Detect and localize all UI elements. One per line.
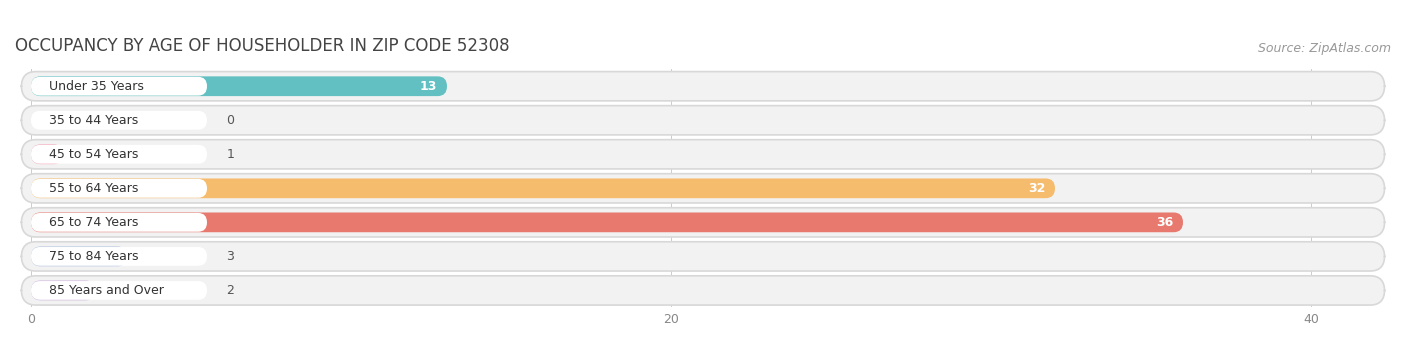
- FancyBboxPatch shape: [21, 242, 1385, 271]
- Text: 35 to 44 Years: 35 to 44 Years: [49, 114, 138, 127]
- Text: Under 35 Years: Under 35 Years: [49, 80, 143, 93]
- Text: Source: ZipAtlas.com: Source: ZipAtlas.com: [1258, 42, 1391, 55]
- FancyBboxPatch shape: [31, 247, 207, 266]
- FancyBboxPatch shape: [21, 174, 1385, 203]
- FancyBboxPatch shape: [31, 77, 207, 95]
- Text: 2: 2: [226, 284, 233, 297]
- FancyBboxPatch shape: [31, 145, 63, 164]
- FancyBboxPatch shape: [31, 247, 127, 266]
- Text: 65 to 74 Years: 65 to 74 Years: [49, 216, 138, 229]
- FancyBboxPatch shape: [31, 213, 207, 232]
- FancyBboxPatch shape: [31, 145, 207, 164]
- Text: 36: 36: [1156, 216, 1174, 229]
- FancyBboxPatch shape: [31, 281, 207, 300]
- FancyBboxPatch shape: [31, 281, 96, 300]
- Text: 0: 0: [226, 114, 235, 127]
- Text: 85 Years and Over: 85 Years and Over: [49, 284, 163, 297]
- FancyBboxPatch shape: [21, 276, 1385, 305]
- FancyBboxPatch shape: [21, 72, 1385, 101]
- Text: 32: 32: [1028, 182, 1046, 195]
- FancyBboxPatch shape: [21, 208, 1385, 237]
- Text: 45 to 54 Years: 45 to 54 Years: [49, 148, 138, 161]
- Text: 75 to 84 Years: 75 to 84 Years: [49, 250, 138, 263]
- FancyBboxPatch shape: [21, 106, 1385, 135]
- Text: 13: 13: [420, 80, 437, 93]
- FancyBboxPatch shape: [31, 179, 207, 198]
- FancyBboxPatch shape: [31, 111, 207, 130]
- FancyBboxPatch shape: [21, 140, 1385, 169]
- Text: 3: 3: [226, 250, 233, 263]
- Text: 55 to 64 Years: 55 to 64 Years: [49, 182, 138, 195]
- Text: 1: 1: [226, 148, 233, 161]
- FancyBboxPatch shape: [31, 212, 1182, 232]
- Text: OCCUPANCY BY AGE OF HOUSEHOLDER IN ZIP CODE 52308: OCCUPANCY BY AGE OF HOUSEHOLDER IN ZIP C…: [15, 37, 509, 55]
- FancyBboxPatch shape: [31, 178, 1054, 198]
- FancyBboxPatch shape: [31, 76, 447, 96]
